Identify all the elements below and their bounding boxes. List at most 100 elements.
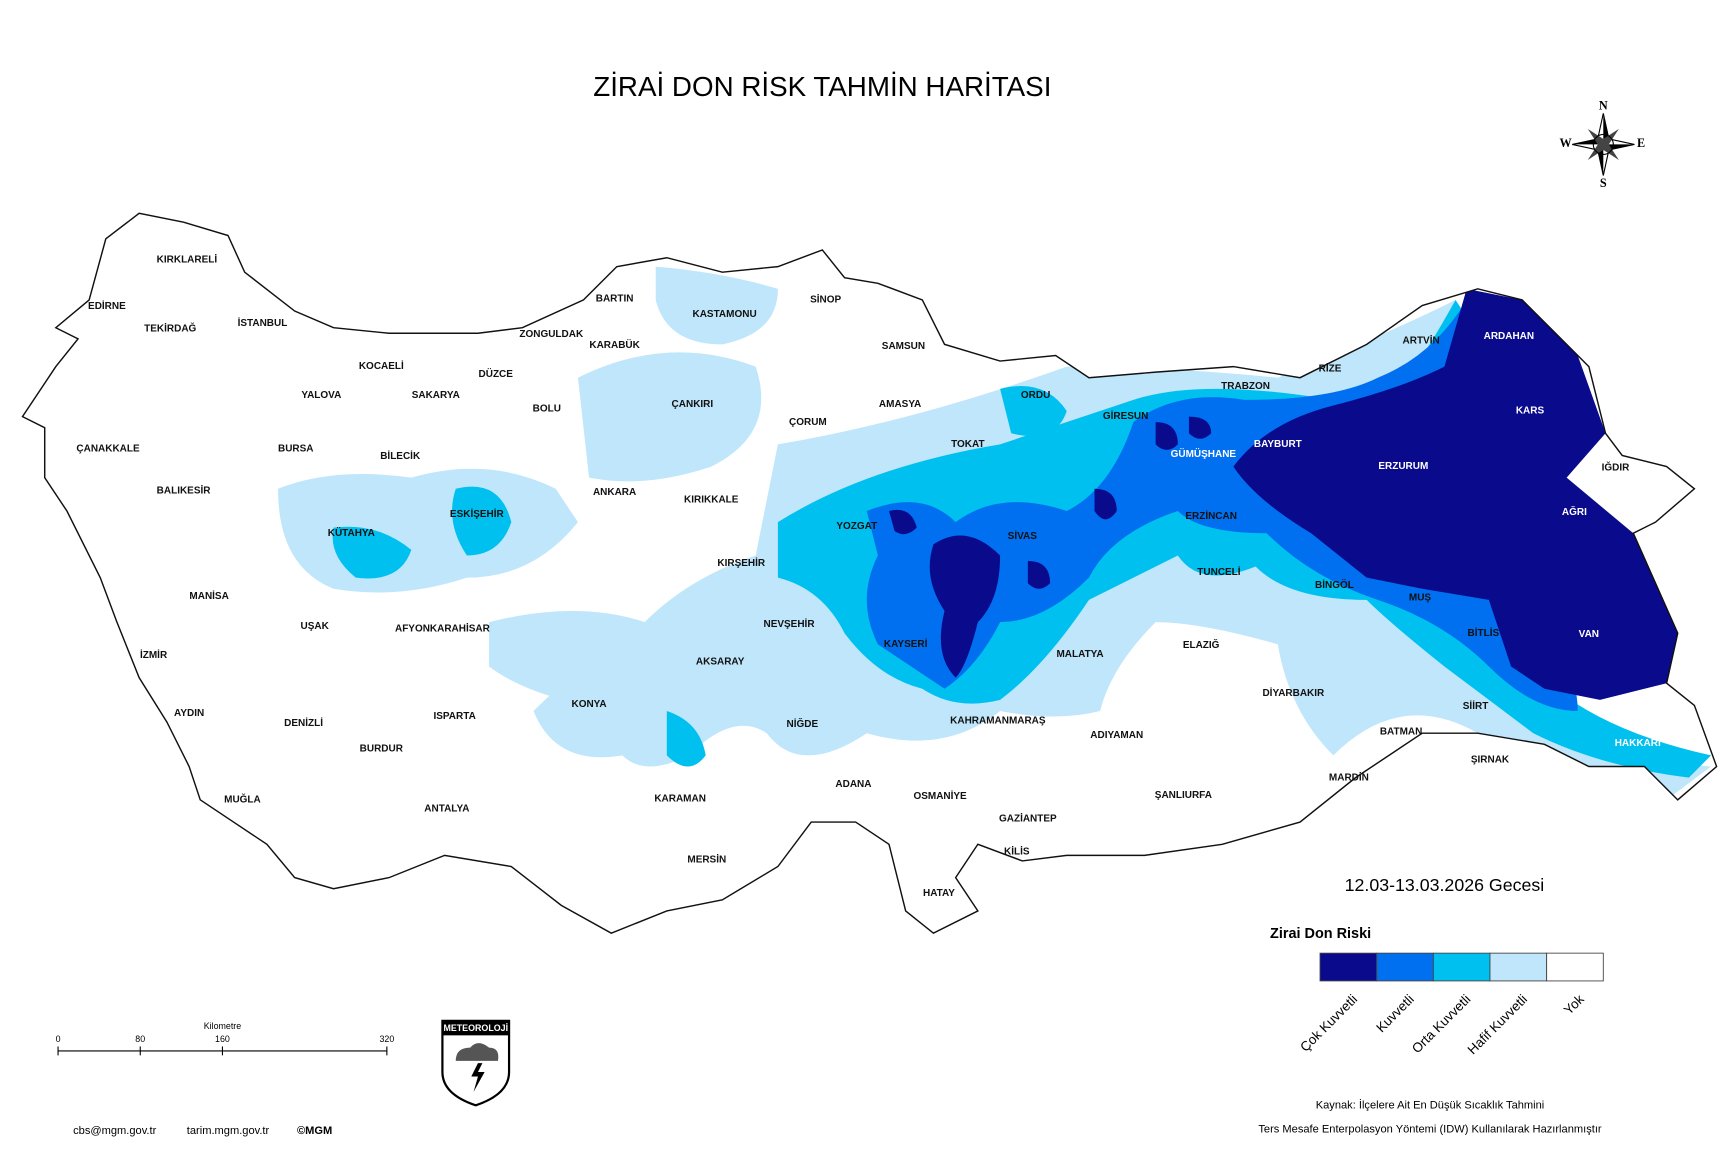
province-label: AYDIN (174, 708, 204, 719)
province-label: SİİRT (1463, 699, 1489, 712)
province-label: ÇORUM (789, 417, 827, 428)
risk-area (1094, 488, 1117, 520)
province-labels: KIRKLARELİ EDİRNE TEKİRDAĞ İSTANBUL KOCAELİ Y… (76, 253, 1661, 899)
province-label: MARDİN (1329, 770, 1369, 783)
province-label: IĞDIR (1602, 460, 1630, 473)
scale-tick-label: 80 (135, 1034, 145, 1044)
province-label: BURDUR (360, 743, 403, 754)
province-label: SAMSUN (882, 341, 925, 352)
province-label: GÜMÜŞHANE (1171, 447, 1237, 460)
province-label: SİVAS (1008, 529, 1038, 542)
province-label: YALOVA (301, 390, 341, 401)
province-label: ORDU (1021, 390, 1050, 401)
risk-area (888, 509, 917, 535)
province-label: OSMANİYE (913, 789, 967, 802)
province-label: SİNOP (810, 293, 841, 306)
province-label: KÜTAHYA (328, 526, 375, 539)
source-line: Kaynak: İlçelere Ait En Düşük Sıcaklık T… (1316, 1098, 1545, 1111)
province-label: UŞAK (301, 621, 330, 632)
risk-area (1155, 422, 1178, 450)
province-label: İZMİR (140, 648, 167, 661)
province-label: KİLİS (1004, 845, 1030, 858)
province-label: MALATYA (1056, 649, 1103, 660)
footer-copyright: ©MGM (297, 1125, 332, 1137)
province-label: TEKİRDAĞ (144, 321, 196, 334)
risk-area (655, 266, 778, 345)
scale-bar: Kilometre 0 80 160 320 (56, 1021, 394, 1056)
risk-area (577, 352, 762, 482)
province-label: BURSA (278, 443, 314, 454)
scale-tick-label: 160 (215, 1034, 230, 1044)
province-label: KOCAELİ (359, 359, 404, 372)
province-label: GAZİANTEP (999, 811, 1057, 824)
province-label: MANİSA (189, 589, 228, 602)
province-label: ERZİNCAN (1185, 509, 1237, 522)
province-label: ARTVİN (1403, 334, 1440, 347)
risk-area (1233, 288, 1678, 700)
logo-text: METEOROLOJİ (443, 1023, 508, 1033)
province-label: ADANA (835, 779, 871, 790)
province-label: ŞIRNAK (1471, 754, 1510, 765)
province-label: KARABÜK (589, 338, 640, 351)
legend-swatch (1376, 952, 1434, 982)
province-label: KARS (1516, 406, 1545, 417)
province-label: GİRESUN (1103, 409, 1149, 422)
footer-email: cbs@mgm.gov.tr (73, 1125, 156, 1137)
province-label: KIRKLARELİ (157, 253, 218, 266)
province-label: ERZURUM (1378, 461, 1428, 472)
province-label: KARAMAN (654, 793, 706, 804)
province-label: AKSARAY (696, 657, 745, 668)
province-label: BALIKESİR (157, 484, 211, 497)
province-label: ZONGULDAK (519, 329, 584, 340)
province-label: ARDAHAN (1484, 331, 1534, 342)
province-label: BİNGÖL (1315, 578, 1354, 591)
risk-area (929, 535, 1001, 678)
legend-swatch (1432, 952, 1491, 982)
province-label: YOZGAT (836, 521, 877, 532)
province-label: BATMAN (1380, 727, 1423, 738)
province-label: NEVŞEHİR (763, 617, 814, 630)
province-label: BİTLİS (1468, 626, 1500, 639)
province-label: MERSİN (687, 852, 726, 865)
risk-area (1188, 416, 1212, 439)
map-title: ZİRAİ DON RİSK TAHMİN HARİTASI (593, 71, 1051, 102)
province-label: ADIYAMAN (1090, 730, 1143, 741)
province-label: TRABZON (1221, 381, 1270, 392)
risk-area (452, 486, 512, 556)
province-label: ESKİŞEHİR (450, 507, 504, 520)
province-label: BİLECİK (380, 449, 421, 462)
province-label: TOKAT (951, 439, 984, 450)
legend-title: Zirai Don Riski (1270, 926, 1371, 942)
province-label: DİYARBAKIR (1262, 686, 1324, 699)
compass-e: E (1637, 136, 1645, 150)
legend-swatch (1546, 952, 1604, 982)
province-label: MUĞLA (224, 792, 261, 805)
province-label: ELAZIĞ (1183, 638, 1220, 651)
province-label: MUŞ (1409, 592, 1432, 603)
risk-layer (278, 266, 1712, 800)
country-outline (21, 212, 1718, 935)
footer-site: tarim.mgm.gov.tr (187, 1125, 270, 1137)
province-label: BAYBURT (1254, 439, 1302, 450)
province-label: KAYSERİ (884, 637, 928, 650)
compass-w: W (1559, 136, 1572, 150)
scale-tick-label: 0 (56, 1034, 61, 1044)
risk-area (1027, 561, 1051, 589)
compass-n: N (1599, 98, 1608, 112)
province-label: BOLU (533, 403, 561, 414)
province-label: BARTIN (596, 293, 634, 304)
legend-swatch (1489, 952, 1548, 982)
province-label: ŞANLIURFA (1155, 790, 1212, 801)
province-label: KIRIKKALE (684, 495, 739, 506)
province-label: NİĞDE (787, 717, 819, 730)
risk-area (332, 526, 412, 579)
legend-swatch (1319, 952, 1378, 982)
risk-area (1000, 386, 1067, 437)
province-label: TUNCELİ (1197, 565, 1240, 578)
province-label: KASTAMONU (693, 309, 757, 320)
logo: METEOROLOJİ (441, 1019, 511, 1107)
compass: N E S W (1559, 98, 1645, 190)
province-label: HAKKARİ (1615, 736, 1661, 749)
scale-unit: Kilometre (204, 1021, 242, 1031)
